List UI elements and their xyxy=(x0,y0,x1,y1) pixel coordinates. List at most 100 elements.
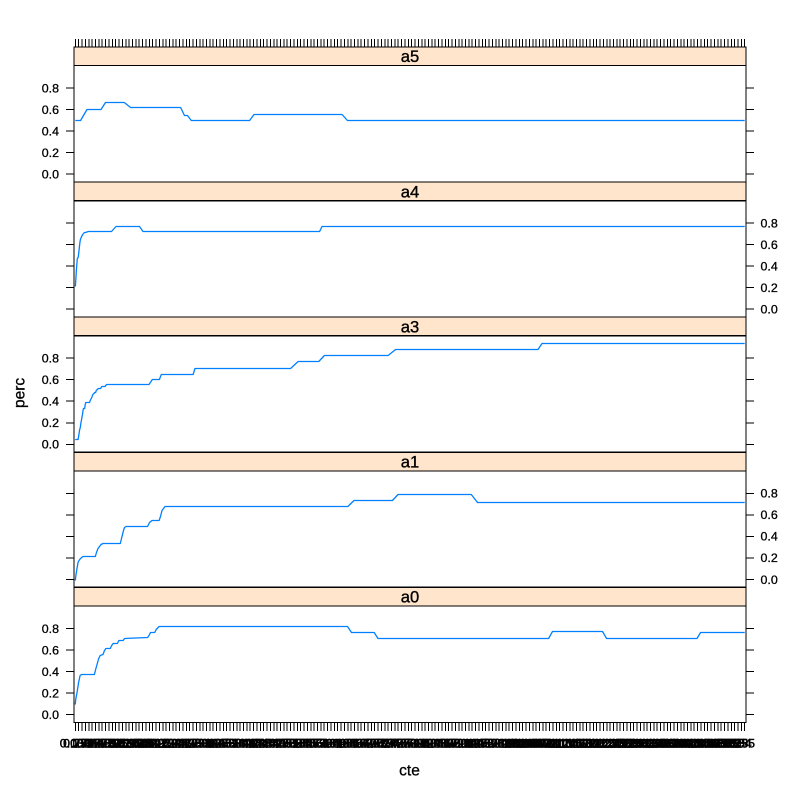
svg-text:60.0: 60.0 xyxy=(322,737,346,751)
svg-text:74.8: 74.8 xyxy=(386,737,410,751)
svg-text:15.6: 15.6 xyxy=(131,737,155,751)
svg-text:a1: a1 xyxy=(401,453,419,472)
svg-text:0.4: 0.4 xyxy=(42,124,59,138)
svg-text:17.9: 17.9 xyxy=(141,737,165,751)
svg-text:117: 117 xyxy=(570,737,590,751)
svg-text:152: 152 xyxy=(721,737,742,751)
svg-text:29.6: 29.6 xyxy=(191,737,215,751)
svg-text:3.12: 3.12 xyxy=(77,737,101,751)
svg-text:0.8: 0.8 xyxy=(761,217,778,231)
svg-text:23.4: 23.4 xyxy=(164,737,188,751)
svg-text:99.7: 99.7 xyxy=(494,737,518,751)
svg-text:63.1: 63.1 xyxy=(336,737,360,751)
svg-text:70.1: 70.1 xyxy=(366,737,390,751)
svg-text:146: 146 xyxy=(694,737,715,751)
svg-text:116: 116 xyxy=(567,737,587,751)
svg-text:0.6: 0.6 xyxy=(42,103,59,117)
svg-text:8.57: 8.57 xyxy=(100,737,124,751)
svg-text:145: 145 xyxy=(691,737,712,751)
svg-text:129: 129 xyxy=(623,737,644,751)
svg-text:72.4: 72.4 xyxy=(376,737,400,751)
svg-text:0.4: 0.4 xyxy=(42,395,59,409)
svg-text:153: 153 xyxy=(724,737,745,751)
svg-text:69.3: 69.3 xyxy=(363,737,387,751)
svg-text:65.4: 65.4 xyxy=(346,737,370,751)
svg-text:81.0: 81.0 xyxy=(413,737,437,751)
svg-text:154: 154 xyxy=(731,737,752,751)
svg-text:2.34: 2.34 xyxy=(73,737,97,751)
svg-text:0.4: 0.4 xyxy=(761,530,778,544)
svg-text:62.3: 62.3 xyxy=(332,737,356,751)
svg-text:70.9: 70.9 xyxy=(369,737,393,751)
svg-text:38.9: 38.9 xyxy=(231,737,255,751)
svg-text:64.6: 64.6 xyxy=(342,737,366,751)
svg-text:142: 142 xyxy=(677,737,698,751)
svg-text:0.000: 0.000 xyxy=(60,737,91,751)
svg-text:30.4: 30.4 xyxy=(194,737,218,751)
svg-text:104: 104 xyxy=(516,737,537,751)
svg-text:0.8: 0.8 xyxy=(42,622,59,636)
svg-text:24.9: 24.9 xyxy=(171,737,195,751)
svg-text:46.7: 46.7 xyxy=(265,737,289,751)
svg-text:perc: perc xyxy=(12,378,29,408)
svg-text:43.6: 43.6 xyxy=(252,737,276,751)
svg-text:0.8: 0.8 xyxy=(761,487,778,501)
svg-text:21.8: 21.8 xyxy=(157,737,181,751)
svg-text:56.9: 56.9 xyxy=(309,737,333,751)
svg-text:84.1: 84.1 xyxy=(427,737,451,751)
svg-text:105: 105 xyxy=(519,737,540,751)
svg-text:79.4: 79.4 xyxy=(406,737,430,751)
svg-text:94.2: 94.2 xyxy=(470,737,494,751)
svg-text:100: 100 xyxy=(499,737,520,751)
svg-text:67.8: 67.8 xyxy=(356,737,380,751)
svg-text:92.7: 92.7 xyxy=(464,737,488,751)
svg-text:97.4: 97.4 xyxy=(484,737,508,751)
svg-text:103: 103 xyxy=(509,737,530,751)
svg-text:75.6: 75.6 xyxy=(390,737,414,751)
svg-text:55.3: 55.3 xyxy=(302,737,326,751)
svg-text:132: 132 xyxy=(637,737,658,751)
svg-text:119: 119 xyxy=(580,737,600,751)
svg-text:59.2: 59.2 xyxy=(319,737,343,751)
svg-text:42.8: 42.8 xyxy=(248,737,272,751)
svg-text:34.3: 34.3 xyxy=(211,737,235,751)
svg-text:7.79: 7.79 xyxy=(97,737,121,751)
svg-text:128: 128 xyxy=(617,737,638,751)
svg-text:132: 132 xyxy=(633,737,654,751)
svg-text:13.2: 13.2 xyxy=(120,737,144,751)
svg-text:91.1: 91.1 xyxy=(457,737,481,751)
svg-text:10.1: 10.1 xyxy=(107,737,131,751)
svg-text:5.45: 5.45 xyxy=(87,737,111,751)
svg-text:14.8: 14.8 xyxy=(127,737,151,751)
svg-text:12.5: 12.5 xyxy=(117,737,141,751)
svg-text:114: 114 xyxy=(560,737,580,751)
svg-text:129: 129 xyxy=(620,737,641,751)
svg-text:106: 106 xyxy=(522,737,543,751)
svg-text:42.1: 42.1 xyxy=(245,737,269,751)
svg-text:88.8: 88.8 xyxy=(447,737,471,751)
svg-text:73.2: 73.2 xyxy=(379,737,403,751)
svg-text:49.1: 49.1 xyxy=(275,737,299,751)
svg-text:37.4: 37.4 xyxy=(225,737,249,751)
svg-text:0.0: 0.0 xyxy=(42,167,59,181)
svg-text:a0: a0 xyxy=(401,588,419,607)
svg-text:0.0: 0.0 xyxy=(761,303,778,317)
svg-text:45.2: 45.2 xyxy=(258,737,282,751)
svg-text:123: 123 xyxy=(596,737,617,751)
svg-text:51.4: 51.4 xyxy=(285,737,309,751)
svg-text:110: 110 xyxy=(540,737,560,751)
svg-text:139: 139 xyxy=(667,737,688,751)
svg-text:44.4: 44.4 xyxy=(255,737,279,751)
svg-text:49.8: 49.8 xyxy=(279,737,303,751)
svg-text:68.5: 68.5 xyxy=(359,737,383,751)
svg-text:139: 139 xyxy=(664,737,685,751)
svg-text:0.6: 0.6 xyxy=(761,508,778,522)
svg-text:71.7: 71.7 xyxy=(373,737,397,751)
svg-text:98.1: 98.1 xyxy=(487,737,511,751)
svg-text:0.2: 0.2 xyxy=(761,281,778,295)
svg-text:24.1: 24.1 xyxy=(168,737,192,751)
svg-text:86.5: 86.5 xyxy=(437,737,461,751)
svg-text:50.6: 50.6 xyxy=(282,737,306,751)
svg-text:53.7: 53.7 xyxy=(295,737,319,751)
svg-text:27.3: 27.3 xyxy=(181,737,205,751)
